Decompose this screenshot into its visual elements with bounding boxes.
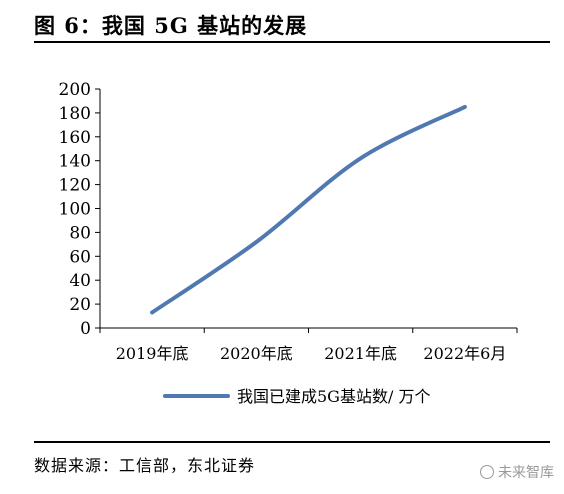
y-tick-label: 180	[59, 104, 91, 124]
y-tick-label: 100	[59, 200, 91, 220]
y-tick-label: 20	[69, 295, 91, 315]
watermark: 未来智库	[480, 462, 554, 482]
watermark-text: 未来智库	[498, 465, 554, 481]
series-lines	[150, 104, 467, 315]
series-line	[150, 104, 467, 315]
x-tick-label: 2020年底	[220, 344, 293, 363]
y-tick-label: 0	[80, 319, 91, 339]
y-tick-label: 60	[69, 247, 91, 267]
y-tick-label: 200	[59, 80, 91, 100]
y-tick-label: 160	[59, 128, 91, 148]
watermark-icon	[480, 465, 494, 479]
x-tick-label: 2019年底	[116, 344, 189, 363]
data-point	[150, 310, 154, 314]
source-note: 数据来源：工信部，东北证券	[34, 456, 256, 475]
data-point	[463, 105, 467, 109]
data-point	[359, 156, 363, 160]
y-tick-label: 120	[59, 176, 91, 196]
x-tick-label: 2021年底	[324, 344, 397, 363]
figure-title: 图 6：我国 5G 基站的发展	[34, 13, 308, 38]
data-point	[254, 240, 258, 244]
y-axis: 0 20 40 60 80 100 120 140 160 180 200	[59, 80, 101, 339]
source-rule	[34, 441, 550, 443]
x-axis: 2019年底 2020年底 2021年底 2022年6月	[99, 327, 518, 363]
x-tick-label: 2022年6月	[423, 344, 506, 363]
y-tick-label: 40	[69, 271, 91, 291]
legend: 我国已建成5G基站数/ 万个	[163, 387, 430, 406]
title-rule	[34, 41, 550, 43]
y-tick-label: 80	[69, 223, 91, 243]
legend-label: 我国已建成5G基站数/ 万个	[237, 387, 430, 406]
y-tick-label: 140	[59, 152, 91, 172]
